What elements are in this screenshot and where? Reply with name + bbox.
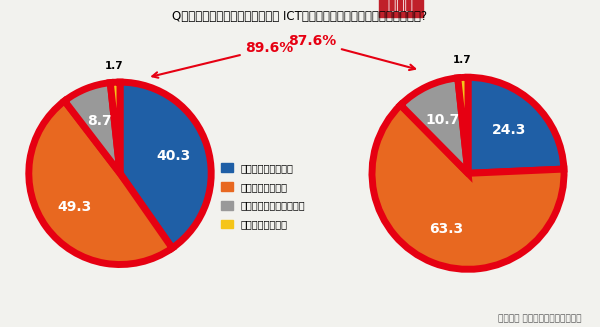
Text: 40.3: 40.3 [157,149,191,164]
Text: 8.7: 8.7 [87,114,112,128]
Text: 49.3: 49.3 [57,200,91,214]
Text: 89.6%: 89.6% [152,41,293,78]
Wedge shape [458,77,468,173]
Text: 63.3: 63.3 [429,222,463,236]
Wedge shape [372,105,564,269]
Text: 24.3: 24.3 [492,123,526,137]
Text: 保護者: 保護者 [383,0,418,12]
Wedge shape [468,77,564,173]
Wedge shape [29,101,172,265]
Text: Q．各家庭で小学校教育における ICT教育のサポートは必要だと思いますか?: Q．各家庭で小学校教育における ICT教育のサポートは必要だと思いますか? [172,10,428,23]
Wedge shape [120,82,211,248]
Text: パーソル プロセス＆テクノロジー: パーソル プロセス＆テクノロジー [499,315,582,324]
Wedge shape [110,82,120,173]
Legend: とても必要だと思う, やや必要だと思う, あまり必要だと思わない, 必要だと思わない: とても必要だと思う, やや必要だと思う, あまり必要だと思わない, 必要だと思わ… [221,163,305,229]
Wedge shape [65,83,120,173]
Text: 1.7: 1.7 [452,55,471,65]
Text: 10.7: 10.7 [425,112,460,127]
Text: 87.6%: 87.6% [288,34,415,70]
Text: 1.7: 1.7 [105,61,124,71]
Wedge shape [401,78,468,173]
